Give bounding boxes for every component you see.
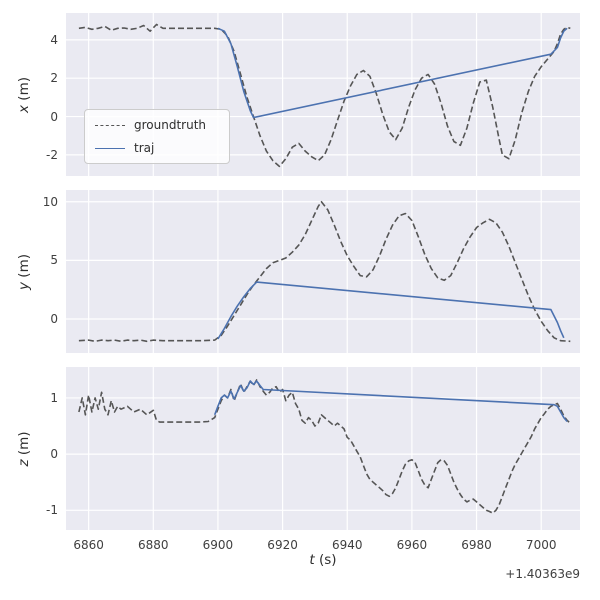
legend-entry-traj: traj <box>95 141 219 155</box>
series-traj <box>217 281 565 340</box>
y-tick-label: 1 <box>50 390 58 405</box>
subplot-z <box>66 367 580 530</box>
legend: groundtruth traj <box>84 109 230 164</box>
subplot-y <box>66 190 580 353</box>
x-axis-label: t (s) <box>309 552 337 568</box>
series-traj <box>213 380 568 423</box>
x-tick-label: 6980 <box>461 538 492 552</box>
series-traj <box>217 27 568 119</box>
y-axis-label-x: x (m) <box>16 77 32 113</box>
y-axis-label-z: z (m) <box>16 431 32 467</box>
y-tick-label: -2 <box>46 147 58 162</box>
y-tick-label: -1 <box>46 503 58 518</box>
subplot-x: groundtruth traj <box>66 13 580 176</box>
x-tick-label: 6900 <box>202 538 234 552</box>
x-tick-label: 6940 <box>331 538 363 552</box>
y-tick-label: 0 <box>50 447 58 462</box>
y-tick-label: 4 <box>50 32 58 47</box>
y-tick-label: 5 <box>50 253 58 268</box>
plot-area-z <box>66 367 580 530</box>
x-tick-label: 6960 <box>396 538 428 552</box>
series-groundtruth <box>78 23 571 168</box>
legend-entry-groundtruth: groundtruth <box>95 118 219 132</box>
x-tick-label: 6880 <box>138 538 169 552</box>
y-axis-label-y: y (m) <box>16 254 32 290</box>
x-tick-label: 7000 <box>525 538 557 552</box>
plot-area-x <box>66 13 580 176</box>
y-tick-label: 0 <box>50 311 58 326</box>
y-tick-label: 0 <box>50 109 58 124</box>
solid-line-sample-icon <box>95 147 125 149</box>
dashed-line-sample-icon <box>95 124 125 126</box>
plot-area-y <box>66 190 580 353</box>
series-groundtruth <box>78 200 571 343</box>
x-axis-offset-text: +1.40363e9 <box>505 567 580 581</box>
legend-label-groundtruth: groundtruth <box>134 118 207 132</box>
y-tick-label: 2 <box>50 71 58 86</box>
x-tick-label: 6920 <box>267 538 298 552</box>
y-tick-label: 10 <box>42 194 58 209</box>
series-groundtruth <box>78 379 571 514</box>
legend-label-traj: traj <box>134 141 155 155</box>
x-tick-label: 6860 <box>73 538 104 552</box>
